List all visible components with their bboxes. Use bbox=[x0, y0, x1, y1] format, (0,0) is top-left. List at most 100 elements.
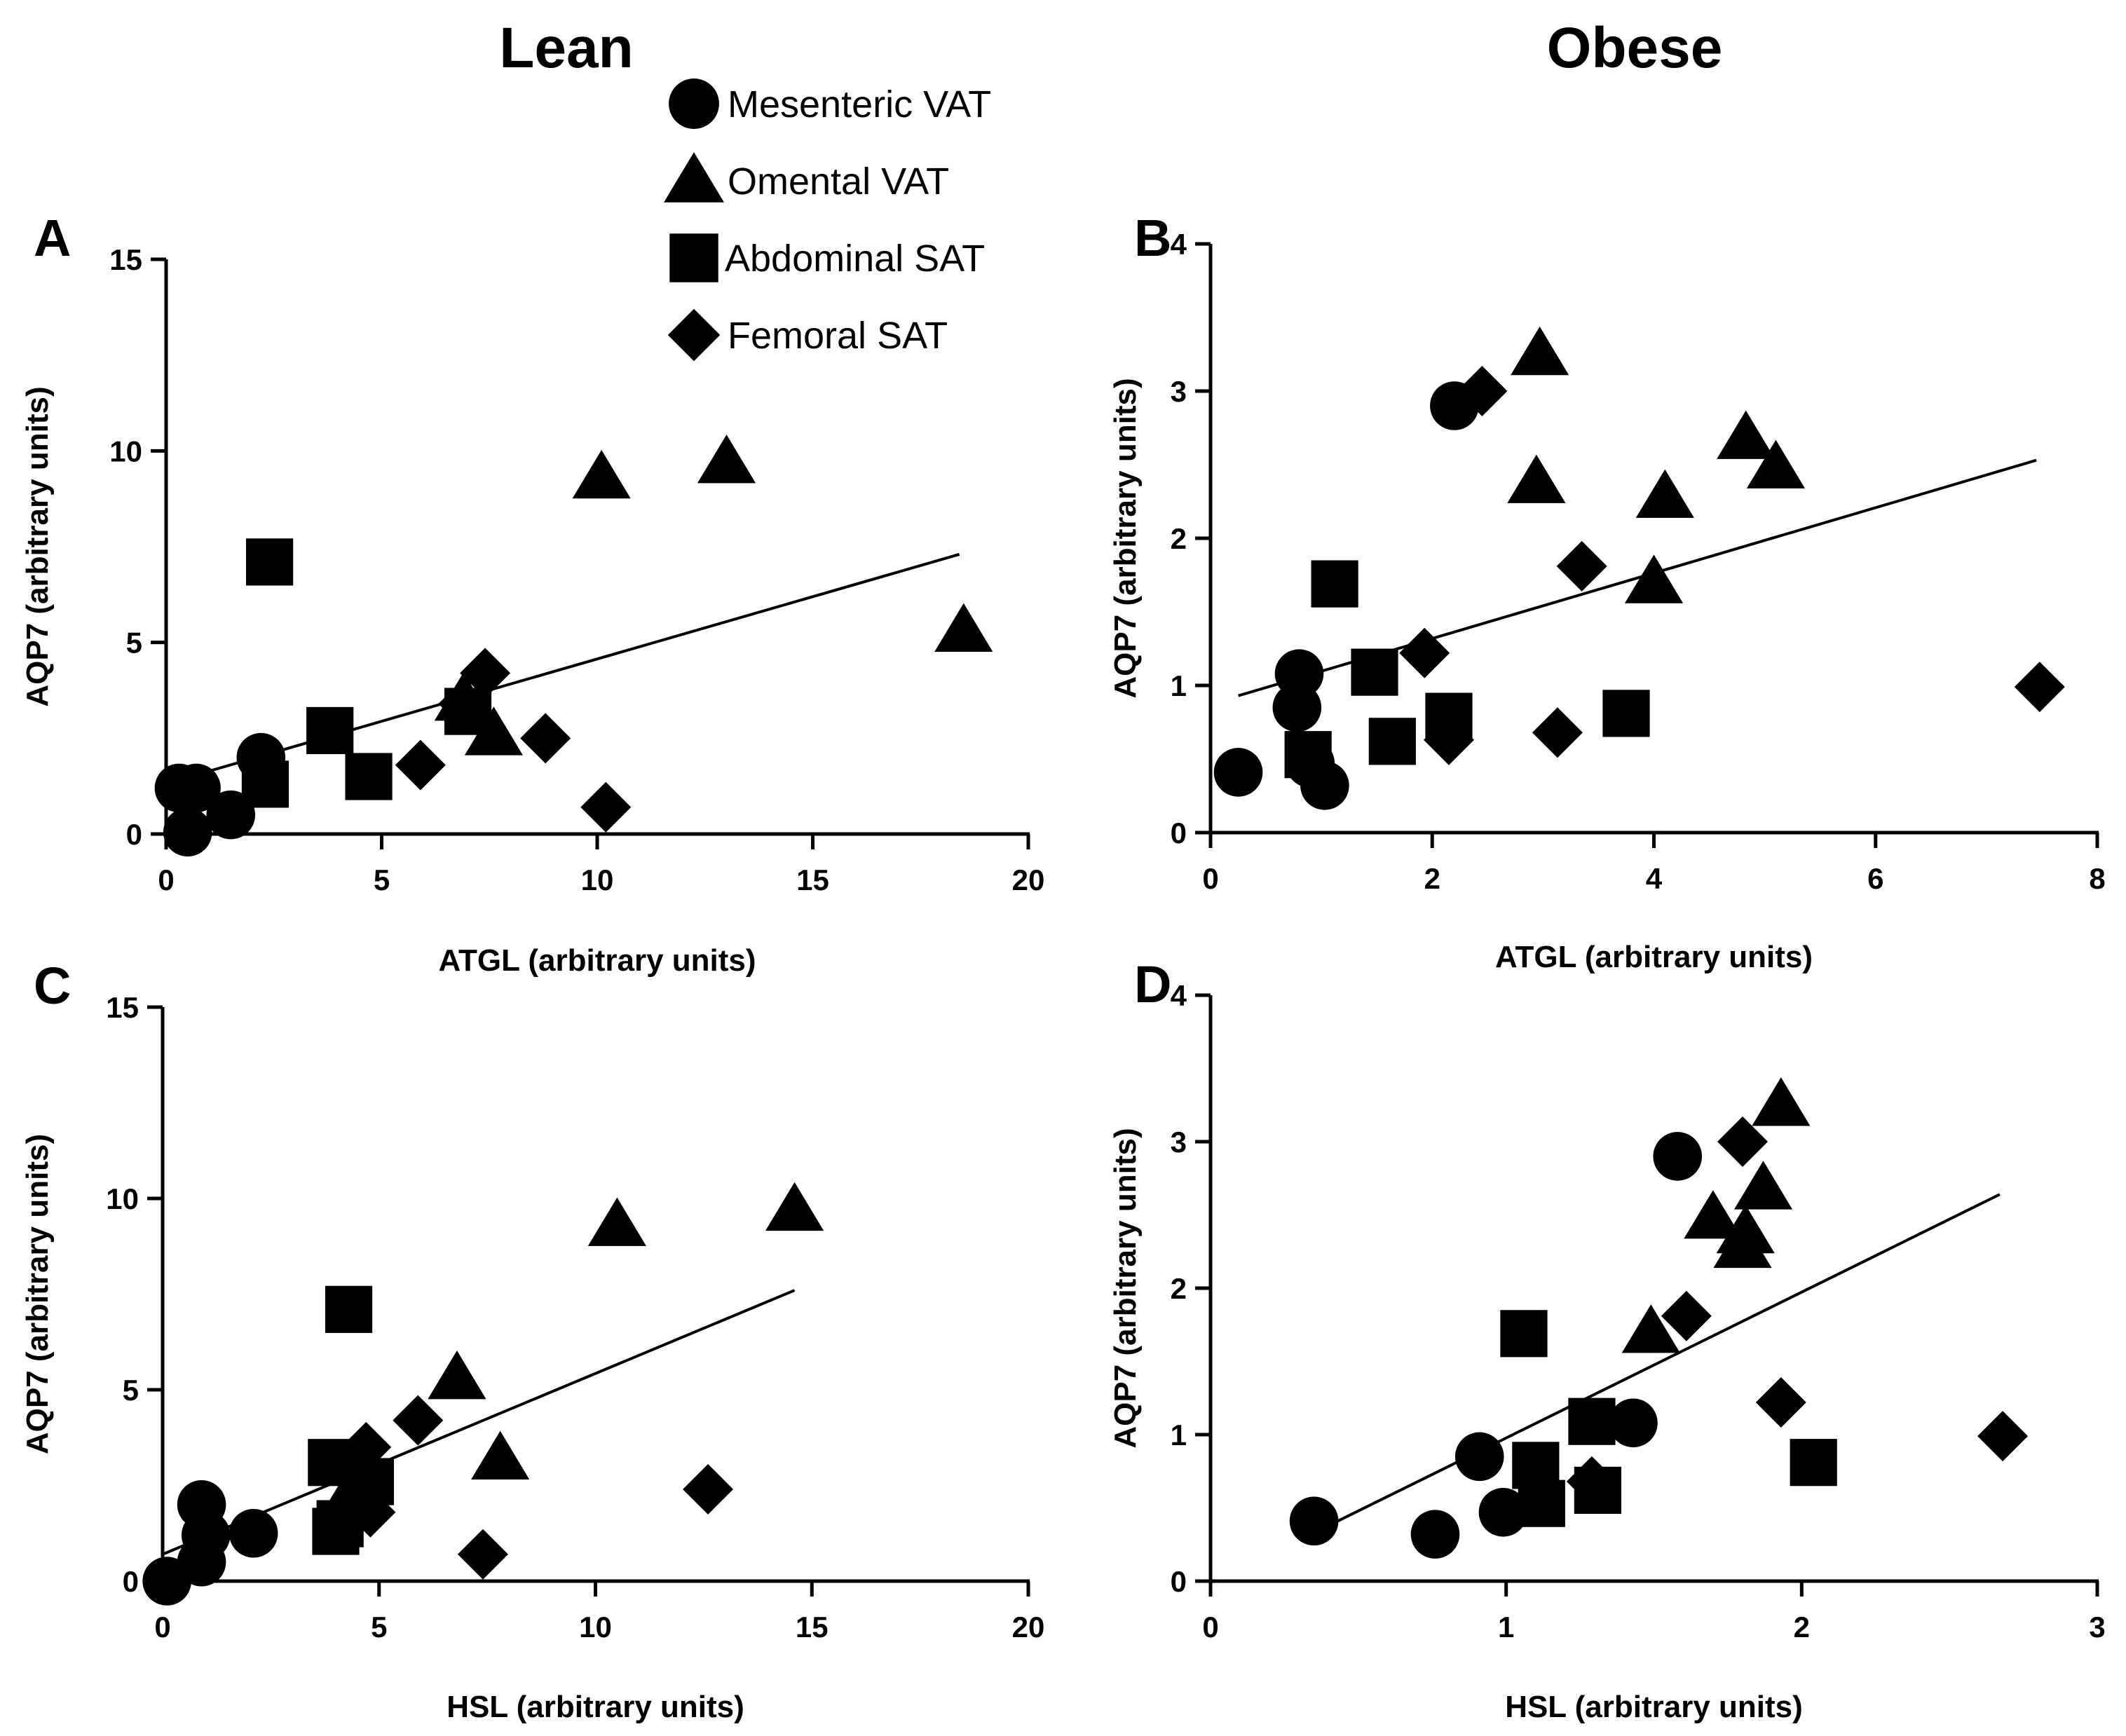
data-point-abdominal-sat bbox=[325, 1285, 373, 1333]
data-point-abdominal-sat bbox=[1500, 1310, 1548, 1358]
x-tick-label: 20 bbox=[1012, 863, 1045, 896]
data-point-abdominal-sat bbox=[1518, 1479, 1565, 1527]
y-tick-label: 3 bbox=[1171, 375, 1187, 408]
data-point-femoral-sat bbox=[438, 678, 489, 730]
data-point-omental-vat bbox=[1684, 1190, 1743, 1239]
x-tick-label: 5 bbox=[374, 863, 390, 896]
data-point-femoral-sat bbox=[1457, 366, 1508, 416]
panel-letter-d: D bbox=[1134, 955, 1171, 1013]
data-point-femoral-sat bbox=[520, 713, 571, 764]
x-tick-label: 0 bbox=[1202, 862, 1218, 895]
data-point-mesenteric-vat bbox=[1653, 1132, 1703, 1181]
legend-marker-triangle bbox=[664, 152, 724, 203]
x-axis-label: ATGL (arbitrary units) bbox=[438, 943, 756, 978]
data-point-omental-vat bbox=[1635, 469, 1694, 518]
panel-d: D 0 1 2 3 0 1 2 3 4 HSL (arbitrary units) AQP7 (arb… bbox=[1108, 955, 2106, 1724]
y-tick-label: 5 bbox=[126, 627, 142, 659]
data-point-abdominal-sat bbox=[1568, 1397, 1616, 1445]
panel-letter-a: A bbox=[34, 209, 71, 267]
regression-line bbox=[162, 1289, 796, 1556]
data-point-abdominal-sat bbox=[1284, 731, 1332, 779]
data-point-femoral-sat bbox=[1556, 540, 1607, 592]
legend-label: Abdominal SAT bbox=[725, 238, 985, 280]
data-point-mesenteric-vat bbox=[1289, 1496, 1339, 1546]
data-point-abdominal-sat bbox=[345, 753, 393, 800]
x-tick-label: 2 bbox=[1424, 862, 1440, 895]
y-axis-label: AQP7 (arbitrary units) bbox=[20, 1134, 55, 1454]
data-point-femoral-sat bbox=[393, 1395, 444, 1446]
data-point-abdominal-sat bbox=[1790, 1439, 1837, 1486]
data-point-abdominal-sat bbox=[1602, 690, 1650, 737]
x-tick-label: 10 bbox=[581, 863, 614, 896]
data-point-femoral-sat bbox=[1661, 1290, 1712, 1341]
data-point-femoral-sat bbox=[683, 1463, 734, 1515]
data-point-mesenteric-vat bbox=[177, 1537, 226, 1587]
data-point-femoral-sat bbox=[1977, 1411, 2029, 1462]
data-point-abdominal-sat bbox=[246, 538, 294, 586]
x-tick-label: 6 bbox=[1867, 862, 1883, 895]
data-point-mesenteric-vat bbox=[163, 807, 212, 857]
data-point-abdominal-sat bbox=[241, 760, 289, 808]
data-point-omental-vat bbox=[765, 1182, 824, 1231]
x-tick-label: 8 bbox=[2089, 862, 2105, 895]
x-tick-label: 10 bbox=[579, 1611, 612, 1643]
data-point-abdominal-sat bbox=[1311, 560, 1358, 608]
y-axis-label: AQP7 (arbitrary units) bbox=[1108, 1128, 1143, 1448]
y-tick-label: 1 bbox=[1171, 669, 1187, 702]
data-point-abdominal-sat bbox=[306, 706, 354, 754]
data-point-omental-vat bbox=[587, 1197, 646, 1246]
y-tick-label: 1 bbox=[1171, 1419, 1187, 1451]
legend: Mesenteric VAT Omental VAT Abdominal SAT Fe… bbox=[664, 78, 991, 362]
y-tick-label: 5 bbox=[123, 1374, 139, 1407]
x-tick-label: 15 bbox=[796, 863, 829, 896]
y-tick-label: 0 bbox=[1171, 1565, 1187, 1598]
x-tick-label: 0 bbox=[154, 1611, 170, 1643]
legend-label: Omental VAT bbox=[728, 160, 949, 203]
legend-marker-circle bbox=[669, 78, 719, 129]
y-axis-label: AQP7 (arbitrary units) bbox=[20, 386, 55, 706]
data-point-femoral-sat bbox=[341, 1421, 392, 1472]
y-tick-label: 4 bbox=[1171, 979, 1187, 1012]
y-tick-label: 4 bbox=[1171, 228, 1187, 261]
x-tick-label: 20 bbox=[1012, 1611, 1045, 1643]
panel-b: B 0 2 4 6 8 0 1 2 3 4 ATGL (arbitrary units) AQP7 (a… bbox=[1108, 209, 2106, 974]
data-point-omental-vat bbox=[1733, 1161, 1793, 1210]
data-point-femoral-sat bbox=[1399, 627, 1450, 678]
y-tick-label: 0 bbox=[1171, 816, 1187, 849]
y-axis-label: AQP7 (arbitrary units) bbox=[1108, 378, 1143, 698]
data-point-femoral-sat bbox=[1717, 1116, 1768, 1167]
x-tick-label: 15 bbox=[796, 1611, 829, 1643]
x-axis-label: HSL (arbitrary units) bbox=[447, 1690, 744, 1724]
data-point-femoral-sat bbox=[460, 648, 511, 699]
y-tick-label: 0 bbox=[126, 818, 142, 851]
legend-marker-square bbox=[669, 233, 718, 282]
x-tick-label: 2 bbox=[1794, 1611, 1810, 1643]
panel-letter-b: B bbox=[1134, 209, 1171, 267]
x-tick-label: 0 bbox=[1202, 1611, 1218, 1643]
data-point-omental-vat bbox=[1717, 410, 1776, 459]
data-point-omental-vat bbox=[1624, 554, 1684, 603]
legend-label: Mesenteric VAT bbox=[728, 83, 991, 125]
y-tick-label: 15 bbox=[109, 243, 142, 276]
data-point-mesenteric-vat bbox=[1609, 1398, 1658, 1448]
data-point-abdominal-sat bbox=[1351, 648, 1398, 696]
panel-a: A 0 5 10 15 20 0 5 10 15 ATGL (arbitrary units) AQP… bbox=[20, 209, 1044, 978]
data-point-omental-vat bbox=[464, 706, 523, 756]
data-point-mesenteric-vat bbox=[1272, 683, 1322, 732]
column-title-obese: Obese bbox=[1547, 16, 1723, 80]
data-point-omental-vat bbox=[1621, 1304, 1680, 1353]
data-point-omental-vat bbox=[1713, 1219, 1772, 1269]
data-point-mesenteric-vat bbox=[1213, 748, 1263, 797]
y-tick-label: 10 bbox=[109, 435, 142, 467]
data-point-omental-vat bbox=[1511, 326, 1569, 376]
data-point-mesenteric-vat bbox=[229, 1508, 278, 1558]
data-point-mesenteric-vat bbox=[1454, 1432, 1504, 1482]
x-tick-label: 3 bbox=[2089, 1611, 2105, 1643]
data-point-omental-vat bbox=[1507, 454, 1566, 503]
data-point-omental-vat bbox=[934, 603, 993, 652]
data-point-mesenteric-vat bbox=[172, 763, 221, 813]
data-point-femoral-sat bbox=[1423, 714, 1474, 765]
x-tick-label: 1 bbox=[1498, 1611, 1514, 1643]
y-tick-label: 2 bbox=[1171, 1272, 1187, 1305]
